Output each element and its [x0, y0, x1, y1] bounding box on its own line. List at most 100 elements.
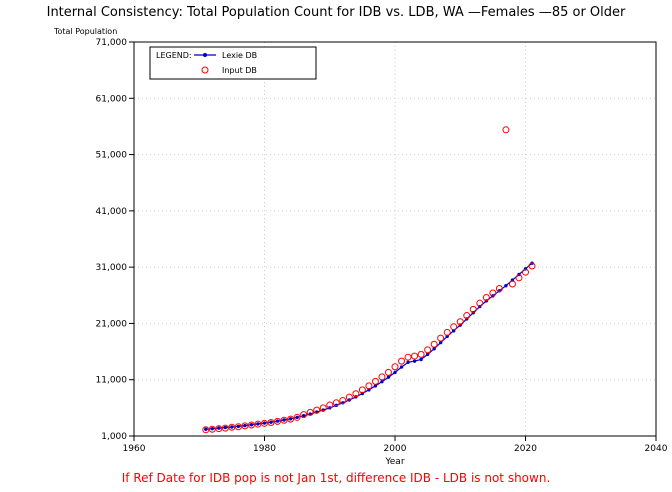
- data-point: [228, 423, 236, 431]
- x-tick-label: 1960: [123, 444, 146, 454]
- data-point: [528, 262, 536, 270]
- data-point: [450, 323, 458, 331]
- data-point: [384, 368, 392, 376]
- y-tick-label: 31,000: [96, 263, 128, 273]
- y-tick-label: 41,000: [96, 207, 128, 217]
- data-point: [378, 373, 386, 381]
- legend-title: LEGEND:: [156, 51, 192, 60]
- data-point: [443, 328, 451, 336]
- data-point: [398, 357, 406, 365]
- data-point: [469, 305, 477, 313]
- legend-swatch-dot: [203, 53, 207, 57]
- data-point: [373, 384, 378, 388]
- data-point: [319, 404, 327, 412]
- data-point: [489, 289, 497, 297]
- x-tick-label: 1980: [253, 444, 276, 454]
- y-tick-label: 21,000: [96, 319, 128, 329]
- data-point: [463, 312, 471, 320]
- data-point: [275, 419, 280, 423]
- data-point: [352, 390, 360, 398]
- y-tick-label: 1,000: [101, 432, 127, 442]
- data-point: [399, 365, 404, 369]
- data-point: [391, 363, 399, 371]
- data-point: [522, 268, 529, 276]
- data-point: [236, 424, 241, 429]
- data-point: [365, 382, 373, 390]
- data-point: [261, 419, 268, 427]
- data-point: [358, 386, 366, 394]
- data-point: [301, 414, 306, 418]
- data-point: [371, 377, 379, 385]
- legend-label: Lexie DB: [222, 51, 257, 60]
- data-point: [437, 334, 445, 342]
- x-tick-label: 2020: [514, 444, 537, 454]
- data-point: [419, 357, 423, 362]
- data-point: [476, 299, 484, 307]
- data-point: [230, 425, 234, 429]
- data-point: [504, 284, 508, 288]
- data-point: [417, 350, 425, 358]
- data-point: [221, 424, 229, 432]
- footnote: If Ref Date for IDB pop is not Jan 1st, …: [122, 471, 551, 485]
- series-input-db: [202, 126, 536, 434]
- data-point: [288, 417, 293, 421]
- data-point: [247, 421, 255, 429]
- data-point: [287, 415, 295, 423]
- data-point: [332, 399, 340, 407]
- chart-title: Internal Consistency: Total Population C…: [47, 5, 626, 20]
- data-point: [243, 423, 247, 428]
- data-point: [295, 415, 299, 420]
- series-line: [205, 262, 533, 430]
- data-point: [495, 285, 503, 293]
- x-axis-label: Year: [384, 457, 404, 467]
- gridlines: [134, 42, 656, 436]
- data-point: [430, 340, 438, 348]
- data-point: [508, 280, 516, 288]
- data-point: [313, 406, 321, 414]
- data-point: [215, 425, 223, 433]
- legend-label: Input DB: [222, 66, 257, 75]
- data-point: [249, 423, 254, 427]
- data-point: [267, 418, 275, 426]
- data-point: [269, 420, 273, 424]
- data-point: [411, 352, 419, 360]
- data-point: [293, 413, 301, 421]
- data-point: [241, 422, 249, 430]
- data-point: [234, 423, 242, 431]
- data-point: [406, 360, 410, 364]
- y-axis-label: Total Population: [53, 27, 117, 36]
- y-tick-label: 11,000: [96, 376, 128, 386]
- data-point: [223, 425, 228, 430]
- data-point: [202, 426, 210, 434]
- data-point: [515, 274, 523, 282]
- data-point: [280, 416, 288, 424]
- data-point: [274, 417, 282, 425]
- x-tick-label: 2000: [384, 444, 407, 454]
- data-point: [424, 346, 432, 354]
- data-point: [262, 421, 267, 425]
- legend-box: [149, 46, 317, 80]
- data-point: [393, 370, 397, 375]
- data-point: [438, 340, 443, 345]
- data-point: [256, 422, 260, 426]
- data-point: [404, 353, 412, 361]
- data-point: [217, 426, 221, 430]
- data-point: [210, 426, 214, 431]
- data-point: [326, 401, 334, 409]
- data-point: [254, 420, 262, 428]
- data-point: [282, 418, 286, 422]
- series-lexie-db: [204, 261, 534, 431]
- data-point: [386, 375, 391, 379]
- data-point: [345, 393, 353, 401]
- y-tick-label: 51,000: [96, 151, 128, 161]
- x-tick-label: 2040: [645, 444, 668, 454]
- data-point: [339, 397, 347, 405]
- data-point: [300, 411, 308, 419]
- data-point: [412, 359, 417, 363]
- data-point: [380, 379, 384, 384]
- data-point: [208, 425, 216, 433]
- y-tick-label: 71,000: [96, 38, 128, 48]
- data-point: [306, 408, 314, 416]
